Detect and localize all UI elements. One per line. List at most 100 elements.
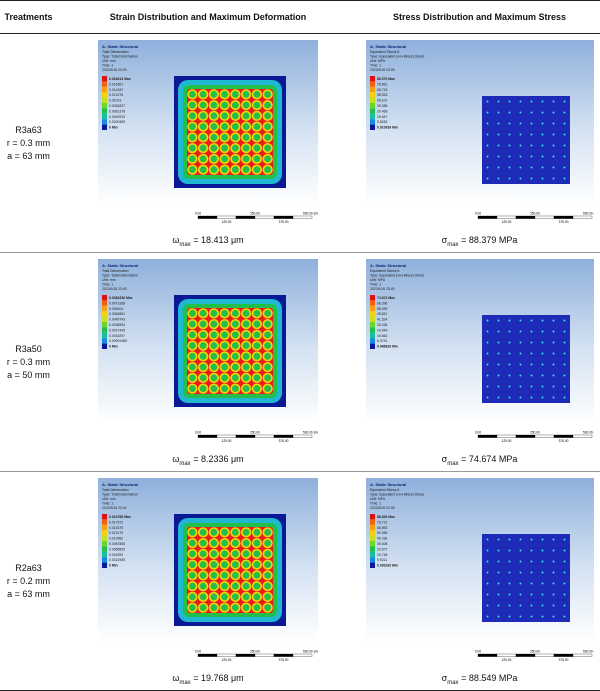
stress-hotspot [552, 363, 554, 366]
stress-hotspot [552, 177, 554, 180]
legend-swatch [369, 322, 375, 328]
deformation-node [264, 90, 272, 98]
scale-bar-segment [553, 653, 573, 657]
legend-label: 0.093183 Min [377, 564, 398, 568]
deformation-node [188, 144, 196, 152]
deformation-node [253, 112, 261, 120]
header-treatments: Treatments [0, 0, 57, 34]
stress-hotspot [541, 155, 543, 158]
deformation-node [188, 112, 196, 120]
deformation-node [264, 331, 272, 339]
legend-swatch [369, 338, 375, 344]
stress-hotspot [563, 111, 565, 114]
header-strain: Strain Distribution and Maximum Deformat… [57, 0, 359, 34]
analysis-meta-line: Unit: mm [102, 497, 116, 501]
stress-hotspot [497, 100, 499, 103]
legend-label: 39.285 [377, 104, 387, 108]
deformation-node [253, 604, 261, 612]
stress-hotspot [530, 538, 532, 541]
stress-hotspot [541, 538, 543, 541]
stress-hotspot [497, 111, 499, 114]
scale-bar-segment [496, 215, 516, 219]
scale-label: 500.00 (mm) [303, 431, 318, 435]
treatment-name: R3a50 [15, 343, 42, 354]
stress-hotspot [530, 319, 532, 322]
treatment-radius: r = 0.2 mm [6, 575, 51, 586]
stress-hotspot [519, 352, 521, 355]
stress-hotspot [519, 341, 521, 344]
analysis-meta-line: Equivalent Stress 6 [370, 488, 399, 492]
deformation-node [221, 550, 229, 558]
deformation-node [221, 144, 229, 152]
stress-hotspot [563, 166, 565, 169]
scale-label: 0.00 [195, 212, 201, 216]
scale-label: 500.00 (mm) [303, 650, 318, 654]
deformation-node [199, 550, 207, 558]
deformation-node [231, 90, 239, 98]
deformation-node [242, 571, 250, 579]
stress-hotspot [563, 538, 565, 541]
deformation-node [210, 112, 218, 120]
stress-hotspot [508, 352, 510, 355]
deformation-node [264, 593, 272, 601]
deformation-node [210, 363, 218, 371]
stress-hotspot [541, 385, 543, 388]
deformation-node [253, 528, 261, 536]
legend-label: 0.01023 [109, 99, 121, 103]
deformation-node [221, 331, 229, 339]
stress-hotspot [563, 363, 565, 366]
stress-hotspot [508, 396, 510, 399]
deformation-node [221, 155, 229, 163]
deformation-node [210, 144, 218, 152]
stress-hotspot [486, 582, 488, 585]
max-stress-value: = 88.379 MPa [461, 235, 518, 245]
legend-swatch [369, 327, 375, 333]
deformation-node [242, 561, 250, 569]
legend-swatch [369, 551, 375, 558]
legend-label: 19.647 [377, 115, 387, 119]
plate-core [187, 308, 273, 394]
stress-hotspot [563, 155, 565, 158]
stress-hotspot [530, 133, 532, 136]
deformation-node [221, 123, 229, 131]
deformation-node [242, 539, 250, 547]
analysis-meta-line: Time: 1 [370, 64, 381, 68]
stress-hotspot [519, 319, 521, 322]
deformation-caption: ωmax = 8.2336 μm [172, 453, 243, 467]
legend-swatch [102, 103, 107, 109]
deformation-node [231, 155, 239, 163]
legend-swatch [369, 305, 375, 312]
legend-swatch [369, 119, 375, 125]
stress-hotspot [508, 615, 510, 618]
caption-subscript: max [447, 460, 459, 467]
legend-label: 19.748 [377, 553, 387, 557]
deformation-node [221, 528, 229, 536]
legend-swatch [102, 119, 107, 125]
treatment-spacing: a = 63 mm [7, 150, 50, 161]
deformation-node [210, 374, 218, 382]
legend-label: 0.0073188 [109, 301, 125, 305]
stress-hotspot [541, 374, 543, 377]
scale-label: 500.00 (mm) [582, 650, 593, 654]
stress-hotspot [530, 144, 532, 147]
deformation-node [188, 90, 196, 98]
deformation-node [253, 374, 261, 382]
legend-label: 0.0087858 [109, 542, 125, 546]
stress-hotspot [508, 604, 510, 607]
stress-hotspot [508, 593, 510, 596]
legend-swatch [369, 519, 375, 525]
analysis-meta-line: Type: Total Deformation [102, 274, 138, 278]
legend-label: 0.0020459 [109, 120, 125, 124]
stress-hotspot [508, 133, 510, 136]
stress-hotspot [519, 615, 521, 618]
stress-hotspot [486, 396, 488, 399]
analysis-meta-line: Time: 1 [370, 283, 381, 287]
stress-hotspot [519, 582, 521, 585]
scale-bar-segment [292, 434, 313, 438]
stress-hotspot [486, 330, 488, 333]
deformation-node [210, 582, 218, 590]
deformation-node [188, 593, 196, 601]
legend-swatch [369, 557, 375, 563]
deformation-node [253, 123, 261, 131]
